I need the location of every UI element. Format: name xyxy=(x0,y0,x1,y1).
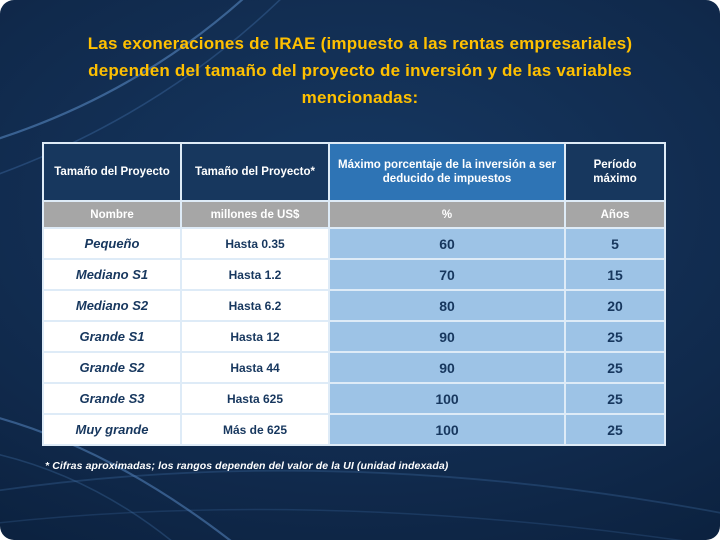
subheader-millones: millones de US$ xyxy=(180,200,330,229)
row-amount-cell: Hasta 6.2 xyxy=(180,289,330,322)
row-pct-cell: 100 xyxy=(328,413,566,446)
irae-exoneraciones-table: Tamaño del Proyecto Tamaño del Proyecto*… xyxy=(42,142,666,446)
col-header-maximo-porcentaje: Máximo porcentaje de la inversión a ser … xyxy=(328,142,566,202)
row-name-cell: Grande S1 xyxy=(42,320,182,353)
col-header-tamano-proyecto-millones: Tamaño del Proyecto* xyxy=(180,142,330,202)
row-amount-cell: Hasta 12 xyxy=(180,320,330,353)
table-row: Pequeño Hasta 0.35 60 5 xyxy=(42,227,666,260)
table-row: Muy grande Más de 625 100 25 xyxy=(42,413,666,446)
row-name-cell: Muy grande xyxy=(42,413,182,446)
row-years-cell: 20 xyxy=(564,289,666,322)
row-amount-cell: Hasta 44 xyxy=(180,351,330,384)
row-name-cell: Grande S2 xyxy=(42,351,182,384)
row-years-cell: 15 xyxy=(564,258,666,291)
table-row: Grande S2 Hasta 44 90 25 xyxy=(42,351,666,384)
slide-title: Las exoneraciones de IRAE (impuesto a la… xyxy=(16,30,704,111)
row-years-cell: 25 xyxy=(564,382,666,415)
row-amount-cell: Hasta 625 xyxy=(180,382,330,415)
row-name-cell: Mediano S2 xyxy=(42,289,182,322)
row-name-cell: Pequeño xyxy=(42,227,182,260)
table-row: Mediano S1 Hasta 1.2 70 15 xyxy=(42,258,666,291)
row-name-cell: Grande S3 xyxy=(42,382,182,415)
footnote: * Cifras aproximadas; los rangos depende… xyxy=(45,460,449,472)
row-pct-cell: 90 xyxy=(328,351,566,384)
row-years-cell: 25 xyxy=(564,320,666,353)
row-amount-cell: Hasta 0.35 xyxy=(180,227,330,260)
row-amount-cell: Más de 625 xyxy=(180,413,330,446)
col-header-periodo-maximo: Período máximo xyxy=(564,142,666,202)
row-pct-cell: 70 xyxy=(328,258,566,291)
row-name-cell: Mediano S1 xyxy=(42,258,182,291)
row-years-cell: 25 xyxy=(564,413,666,446)
header-row: Tamaño del Proyecto Tamaño del Proyecto*… xyxy=(42,142,666,202)
row-pct-cell: 90 xyxy=(328,320,566,353)
subheader-anos: Años xyxy=(564,200,666,229)
title-line-3: mencionadas: xyxy=(301,88,419,107)
table-row: Grande S3 Hasta 625 100 25 xyxy=(42,382,666,415)
subheader-nombre: Nombre xyxy=(42,200,182,229)
row-years-cell: 25 xyxy=(564,351,666,384)
col-header-tamano-proyecto: Tamaño del Proyecto xyxy=(42,142,182,202)
subheader-row: Nombre millones de US$ % Años xyxy=(42,200,666,229)
title-line-1: Las exoneraciones de IRAE (impuesto a la… xyxy=(87,34,633,53)
row-pct-cell: 80 xyxy=(328,289,566,322)
subheader-porcentaje: % xyxy=(328,200,566,229)
row-amount-cell: Hasta 1.2 xyxy=(180,258,330,291)
row-pct-cell: 100 xyxy=(328,382,566,415)
table-row: Mediano S2 Hasta 6.2 80 20 xyxy=(42,289,666,322)
row-pct-cell: 60 xyxy=(328,227,566,260)
title-line-2: dependen del tamaño del proyecto de inve… xyxy=(88,61,632,80)
table-row: Grande S1 Hasta 12 90 25 xyxy=(42,320,666,353)
row-years-cell: 5 xyxy=(564,227,666,260)
